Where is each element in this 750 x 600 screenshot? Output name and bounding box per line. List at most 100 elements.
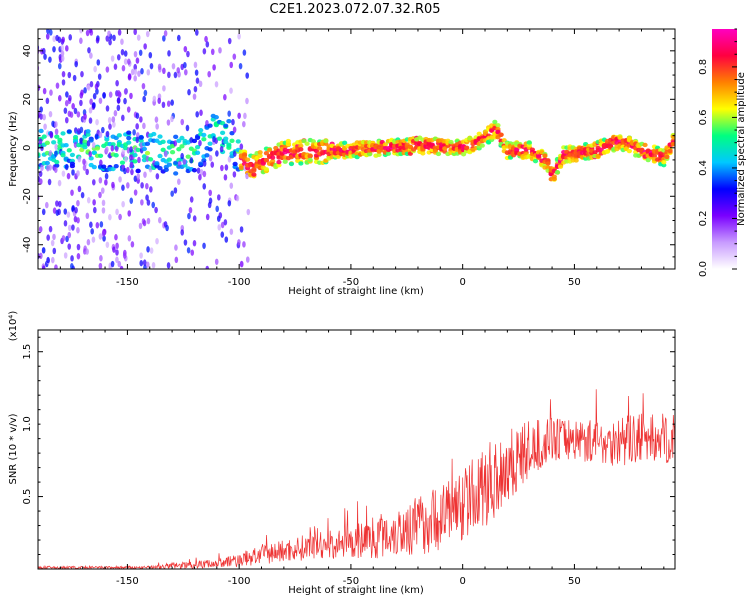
spectrogram-noise-cell: [121, 200, 125, 208]
spectrogram-noise-cell: [227, 200, 232, 207]
spectrogram-noise-cell: [105, 241, 110, 248]
spectrogram-cell: [163, 167, 169, 173]
spectrogram-noise-cell: [145, 183, 149, 190]
spectrogram-noise-cell: [146, 217, 151, 225]
spectrogram-noise-cell: [192, 93, 197, 100]
spectrogram-cell: [101, 164, 107, 169]
spectrogram-noise-cell: [140, 199, 144, 206]
spectrogram-noise-cell: [92, 179, 96, 186]
spectrogram-cell: [276, 163, 282, 168]
spectrogram-noise-cell: [79, 29, 83, 34]
spectrogram-noise-cell: [199, 109, 203, 116]
spectrogram-noise-cell: [70, 189, 74, 196]
spectrogram-noise-cell: [173, 140, 178, 147]
spectrogram-noise-cell: [133, 189, 138, 196]
spectrogram-cell: [169, 150, 176, 155]
spectrogram-noise-cell: [76, 217, 80, 224]
spectrogram-noise-cell: [85, 248, 89, 255]
spectrogram-noise-cell: [45, 201, 49, 209]
spectrogram-noise-cell: [108, 91, 113, 98]
spectrogram-noise-cell: [102, 92, 106, 99]
spectrogram-noise-cell: [180, 152, 184, 160]
spectrogram-noise-cell: [60, 55, 65, 62]
spectrogram-noise-cell: [104, 173, 109, 180]
spectrogram-noise-cell: [245, 172, 249, 180]
spectrogram-noise-cell: [76, 253, 81, 260]
spectrogram-noise-cell: [218, 47, 222, 54]
spectrogram-y-ticks: -40 -20 0 20 40: [22, 38, 675, 270]
spectrogram-noise-cell: [143, 171, 147, 178]
spectrogram-noise-cell: [98, 262, 103, 269]
spectrogram-noise-cell: [245, 72, 250, 79]
spectrogram-noise-cell: [198, 174, 202, 181]
spectrogram-noise-cell: [127, 210, 132, 217]
spectrogram-noise-cell: [145, 155, 150, 163]
spectrogram-cell: [220, 130, 226, 136]
spectrogram-noise-cell: [118, 213, 122, 221]
spectrogram-noise-cell: [89, 221, 93, 228]
spectrogram-noise-cell: [142, 95, 146, 103]
spectrogram-cell: [223, 123, 229, 129]
spectrogram-x-ticks: -150 -100 -50 0 50: [37, 29, 665, 288]
spectrogram-x-axis-label: Height of straight line (km): [288, 286, 424, 297]
spectrogram-noise-cell: [202, 160, 207, 167]
spectrogram-noise-cell: [101, 199, 106, 207]
spectrogram-noise-cell: [40, 164, 44, 172]
spectrogram-noise-cell: [146, 199, 151, 206]
spectrogram-noise-cell: [140, 182, 144, 189]
spectrogram-cell: [432, 148, 438, 153]
spectrogram-cell: [282, 159, 288, 164]
spectrogram-noise-cell: [48, 110, 53, 118]
spectrogram-cell: [173, 134, 179, 140]
spectrogram-cell: [664, 154, 670, 160]
spectrogram-cell: [66, 148, 72, 153]
spectrogram-noise-cell: [126, 166, 130, 174]
spectrogram-noise-cell: [110, 260, 115, 268]
x-tick-label: -50: [343, 277, 359, 288]
spectrogram-noise-cell: [61, 170, 66, 177]
spectrogram-noise-cell: [143, 43, 147, 50]
spectrogram-noise-cell: [126, 182, 130, 189]
spectrogram-noise-cell: [79, 126, 84, 134]
spectrogram-cell: [138, 138, 144, 144]
spectrogram-cell: [617, 135, 623, 140]
spectrogram-cell: [173, 171, 179, 176]
spectrogram-cell: [198, 161, 204, 166]
y-tick-label: 40: [22, 44, 33, 57]
spectrogram-noise-cell: [96, 59, 101, 66]
snr-panel: -150 -100 -50 0 50 0.5 1.0 1.5 Height of strai…: [8, 311, 676, 596]
spectrogram-noise-cell: [220, 231, 225, 238]
spectrogram-noise-cell: [162, 67, 166, 75]
spectrogram-noise-cell: [146, 246, 150, 253]
spectrogram-cell: [251, 166, 257, 172]
spectrogram-noise-cell: [136, 34, 141, 41]
spectrogram-cell: [207, 147, 213, 152]
spectrogram-cell: [166, 162, 173, 167]
spectrogram-noise-cell: [76, 170, 80, 177]
spectrogram-noise-cell: [47, 178, 52, 186]
x-tick-label: -150: [116, 576, 139, 587]
spectrogram-cell: [194, 144, 201, 150]
x-tick-label: -100: [228, 576, 251, 587]
spectrogram-noise-cell: [111, 116, 116, 123]
spectrogram-cell: [144, 141, 151, 147]
spectrogram-noise-cell: [137, 70, 141, 77]
spectrogram-noise-cell: [208, 197, 213, 204]
spectrogram-noise-cell: [215, 150, 219, 157]
spectrogram-cell: [263, 167, 270, 172]
spectrogram-cell: [573, 158, 579, 163]
spectrogram-noise-cell: [185, 124, 190, 132]
spectrogram-noise-cell: [188, 206, 193, 214]
spectrogram-noise-cell: [88, 150, 93, 158]
spectrogram-noise-cell: [98, 191, 102, 199]
colorbar-tick-label: 0.0: [698, 261, 709, 277]
spectrogram-cell: [492, 119, 498, 125]
spectrogram-noise-cell: [48, 225, 53, 233]
spectrogram-cell: [526, 140, 532, 145]
spectrogram-noise-cell: [118, 176, 122, 183]
spectrogram-noise-cell: [117, 260, 122, 268]
spectrogram-noise-cell: [46, 29, 50, 34]
spectrogram-noise-cell: [100, 187, 105, 194]
spectrogram-noise-cell: [123, 97, 127, 105]
spectrogram-noise-cell: [114, 234, 118, 241]
